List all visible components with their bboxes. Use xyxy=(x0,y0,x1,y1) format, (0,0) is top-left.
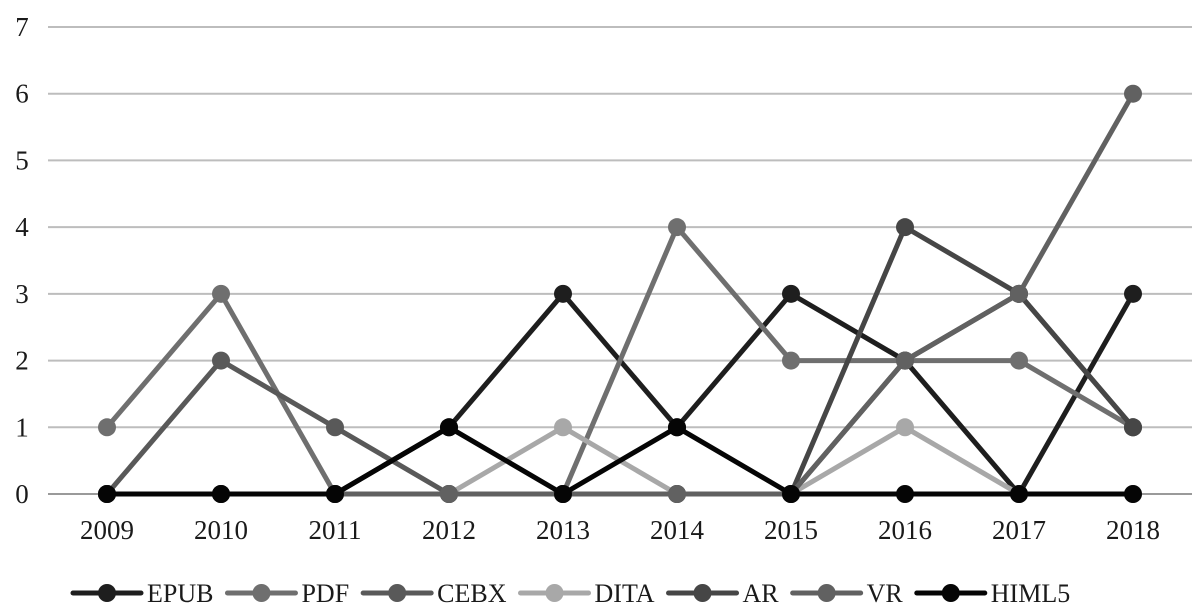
x-tick-label: 2015 xyxy=(764,515,818,545)
series-line xyxy=(104,291,1136,497)
data-point xyxy=(98,418,116,437)
legend-item: DITA xyxy=(518,579,655,608)
series-line xyxy=(104,424,1136,497)
y-tick-label: 3 xyxy=(15,279,29,309)
data-point xyxy=(326,418,344,437)
legend-item: AR xyxy=(666,579,780,608)
legend-label: DITA xyxy=(595,579,655,608)
legend-swatch-marker xyxy=(388,584,407,602)
x-tick-label: 2017 xyxy=(992,515,1046,545)
data-point xyxy=(1124,284,1142,303)
legend-item: EPUB xyxy=(70,579,213,608)
y-tick-label: 6 xyxy=(15,79,29,109)
series-epub xyxy=(98,284,1142,503)
gridlines xyxy=(48,26,1192,495)
y-tick-label: 5 xyxy=(15,145,29,175)
series-himl5 xyxy=(98,418,1142,503)
data-point xyxy=(554,418,572,437)
x-tick-label: 2009 xyxy=(80,515,134,545)
x-axis-ticks: 2009 2010 2011 2012 2013 2014 2015 2016 2017 2018 xyxy=(80,515,1160,545)
data-point xyxy=(782,351,800,370)
legend-label: AR xyxy=(743,579,780,608)
legend-swatch-marker xyxy=(817,584,836,602)
legend-swatch-marker xyxy=(252,584,271,602)
legend: EPUB PDF CEBX DITA AR VR HIML5 xyxy=(70,579,1070,608)
data-point xyxy=(896,351,914,370)
legend-label: EPUB xyxy=(147,579,213,608)
x-tick-label: 2014 xyxy=(650,515,705,545)
data-point xyxy=(1124,485,1142,503)
x-tick-label: 2010 xyxy=(194,515,248,545)
data-point xyxy=(554,284,572,303)
data-point xyxy=(668,218,686,237)
series-line xyxy=(104,224,1136,497)
x-tick-label: 2018 xyxy=(1106,515,1160,545)
y-tick-label: 4 xyxy=(15,212,29,242)
data-point xyxy=(98,485,116,503)
series-cebx xyxy=(98,284,1142,503)
data-point xyxy=(668,485,686,503)
data-point xyxy=(668,418,686,437)
series-lines xyxy=(98,84,1142,503)
data-point xyxy=(1010,485,1028,503)
legend-label: HIML5 xyxy=(991,579,1070,608)
y-tick-label: 0 xyxy=(15,479,29,509)
legend-item: PDF xyxy=(224,579,349,608)
data-point xyxy=(554,485,572,503)
data-point xyxy=(1010,284,1028,303)
data-point xyxy=(440,418,458,437)
legend-label: PDF xyxy=(301,579,349,608)
data-point xyxy=(326,485,344,503)
data-point xyxy=(896,418,914,437)
legend-swatch-marker xyxy=(941,584,960,602)
y-axis-ticks: 0 1 2 3 4 5 6 7 xyxy=(15,12,29,509)
legend-item: VR xyxy=(790,579,904,608)
data-point xyxy=(896,485,914,503)
series-line xyxy=(104,291,1136,497)
x-tick-label: 2012 xyxy=(422,515,476,545)
data-point xyxy=(1010,351,1028,370)
data-point xyxy=(212,351,230,370)
legend-item: HIML5 xyxy=(914,579,1070,608)
y-tick-label: 7 xyxy=(15,12,29,42)
data-point xyxy=(782,485,800,503)
y-tick-label: 1 xyxy=(15,412,29,442)
data-point xyxy=(212,284,230,303)
legend-label: VR xyxy=(867,579,904,608)
data-point xyxy=(1124,418,1142,437)
data-point xyxy=(1124,84,1142,103)
legend-swatch-marker xyxy=(98,584,116,602)
data-point xyxy=(440,485,458,503)
legend-swatch-marker xyxy=(693,584,712,602)
legend-item: CEBX xyxy=(360,579,507,608)
legend-label: CEBX xyxy=(437,579,507,608)
x-tick-label: 2016 xyxy=(878,515,932,545)
data-point xyxy=(896,218,914,237)
x-tick-label: 2011 xyxy=(309,515,362,545)
y-tick-label: 2 xyxy=(15,346,29,376)
data-point xyxy=(212,485,230,503)
x-tick-label: 2013 xyxy=(536,515,590,545)
legend-swatch-marker xyxy=(545,584,564,602)
data-point xyxy=(782,284,800,303)
